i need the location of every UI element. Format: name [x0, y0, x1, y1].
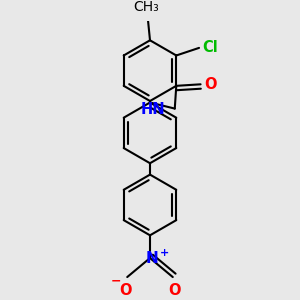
Text: −: − [111, 274, 121, 287]
Text: N: N [145, 250, 158, 266]
Text: O: O [119, 283, 132, 298]
Text: O: O [204, 77, 217, 92]
Text: +: + [160, 248, 169, 258]
Text: O: O [168, 283, 181, 298]
Text: Cl: Cl [202, 40, 218, 55]
Text: HN: HN [140, 102, 165, 117]
Text: CH₃: CH₃ [133, 1, 159, 14]
